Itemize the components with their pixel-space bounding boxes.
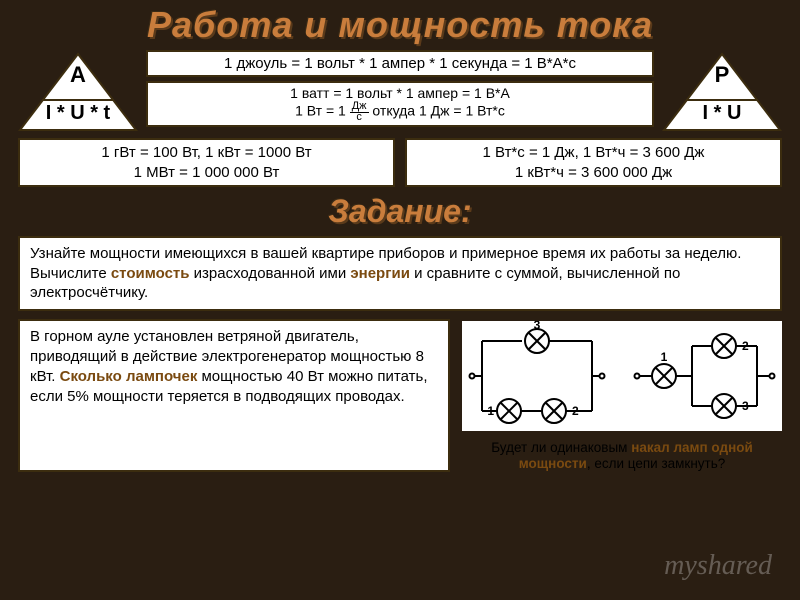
circuit-caption: Будет ли одинаковым накал ламп одной мощ… <box>462 440 782 472</box>
svg-text:1: 1 <box>487 404 494 418</box>
def-watt-pre: 1 Вт = 1 <box>295 103 346 119</box>
row-tasks: В горном ауле установлен ветряной двигат… <box>0 319 800 472</box>
svg-text:2: 2 <box>742 339 749 353</box>
svg-text:3: 3 <box>742 399 749 413</box>
triangle-power-bot: I * U <box>662 102 782 125</box>
svg-text:2: 2 <box>572 404 579 418</box>
triangle-work-bot: I * U * t <box>18 102 138 125</box>
triangle-work: A I * U * t <box>18 52 138 132</box>
fraction-j-s: Дж с <box>350 101 369 123</box>
conv-power: 1 гВт = 100 Вт, 1 кВт = 1000 Вт 1 МВт = … <box>18 138 395 187</box>
definitions-column: 1 джоуль = 1 вольт * 1 ампер * 1 секунда… <box>146 50 654 127</box>
circuit-diagrams: 3 1 2 <box>462 319 782 438</box>
row-conversions: 1 гВт = 100 Вт, 1 кВт = 1000 Вт 1 МВт = … <box>0 132 800 191</box>
conv-energy: 1 Вт*с = 1 Дж, 1 Вт*ч = 3 600 Дж 1 кВт*ч… <box>405 138 782 187</box>
triangle-power-top: P <box>662 62 782 88</box>
conv-energy-a: 1 Вт*с = 1 Дж, 1 Вт*ч = 3 600 Дж <box>483 144 705 161</box>
def-joule: 1 джоуль = 1 вольт * 1 ампер * 1 секунда… <box>146 50 654 77</box>
circ-cap-a: Будет ли одинаковым <box>491 440 631 455</box>
task1-p2: израсходованной ими <box>189 265 350 282</box>
conv-energy-b: 1 кВт*ч = 3 600 000 Дж <box>515 164 672 181</box>
conv-power-a: 1 гВт = 100 Вт, 1 кВт = 1000 Вт <box>101 144 311 161</box>
def-watt-line2: 1 Вт = 1 Дж с откуда 1 Дж = 1 Вт*с <box>154 101 646 123</box>
def-watt: 1 ватт = 1 вольт * 1 ампер = 1 В*А 1 Вт … <box>146 81 654 127</box>
svg-text:1: 1 <box>661 350 668 364</box>
watermark: myshared <box>664 550 772 582</box>
svg-text:3: 3 <box>534 321 541 332</box>
row-definitions: A I * U * t 1 джоуль = 1 вольт * 1 ампер… <box>0 52 800 132</box>
triangle-power: P I * U <box>662 52 782 132</box>
def-watt-line1: 1 ватт = 1 вольт * 1 ампер = 1 В*А <box>154 85 646 101</box>
task1-box: Узнайте мощности имеющихся в вашей кварт… <box>18 236 782 311</box>
task1-hl2: энергии <box>350 265 410 282</box>
circuits-svg: 3 1 2 <box>462 321 782 431</box>
conv-power-b: 1 МВт = 1 000 000 Вт <box>134 164 280 181</box>
def-watt-post: откуда 1 Дж = 1 Вт*с <box>372 103 504 119</box>
subtitle: Задание: <box>0 191 800 236</box>
task2-box: В горном ауле установлен ветряной двигат… <box>18 319 450 472</box>
page-title: Работа и мощность тока <box>0 0 800 52</box>
triangle-work-top: A <box>18 62 138 88</box>
circ-cap-b: , если цепи замкнуть? <box>587 456 725 471</box>
task1-hl1: стоимость <box>111 265 190 282</box>
circuits-panel: 3 1 2 <box>462 319 782 472</box>
frac-den: с <box>354 111 364 123</box>
task2-hl1: Сколько лампочек <box>60 368 198 385</box>
